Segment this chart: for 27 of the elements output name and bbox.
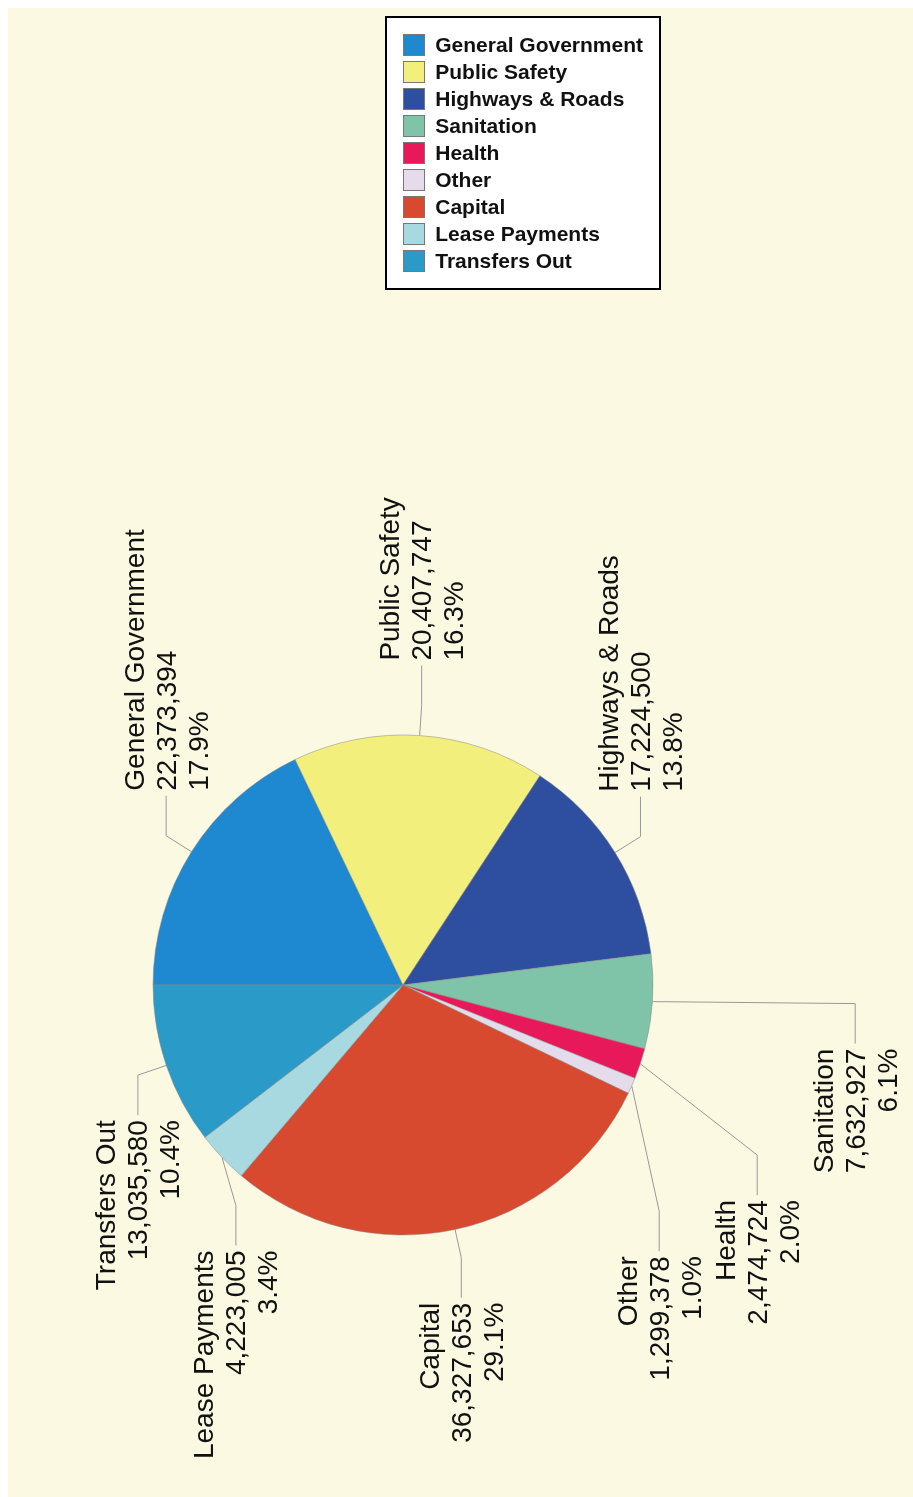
legend-label: Health: [435, 141, 500, 165]
slice-label: Highways & Roads: [592, 555, 624, 792]
legend-label: Public Safety: [435, 60, 568, 84]
slice-label: General Government: [118, 529, 150, 791]
data-label: 36,327,653 29.1%: [445, 1302, 509, 1443]
data-label: 17,224,500 13.8%: [624, 651, 688, 792]
slice-label: Lease Payments: [188, 1250, 220, 1460]
data-label: 22,373,394 17.9%: [150, 650, 214, 791]
data-label: 2,474,724 2.0%: [741, 1200, 805, 1325]
slice-label: Other: [611, 1256, 643, 1327]
legend-label: General Government: [435, 33, 643, 57]
data-label: 4,223,005 3.4%: [220, 1250, 284, 1376]
legend-label: Lease Payments: [435, 222, 600, 246]
slice-label: Health: [709, 1200, 741, 1281]
slice-label: Transfers Out: [90, 1119, 122, 1291]
legend-label: Highways & Roads: [435, 87, 625, 111]
legend-label: Other: [435, 168, 492, 192]
legend-label: Sanitation: [435, 114, 537, 138]
slice-label: Sanitation: [807, 1048, 839, 1174]
data-label: 20,407,747 16.3%: [406, 520, 470, 661]
data-label: 1,299,378 1.0%: [643, 1256, 707, 1381]
data-label: 7,632,927 6.1%: [839, 1048, 903, 1174]
legend-label: Capital: [435, 195, 506, 219]
data-label: 13,035,580 10.4%: [122, 1120, 186, 1261]
legend-label: Transfers Out: [435, 249, 572, 273]
slice-label: Capital: [413, 1302, 445, 1390]
slice-label: Public Safety: [374, 497, 406, 661]
